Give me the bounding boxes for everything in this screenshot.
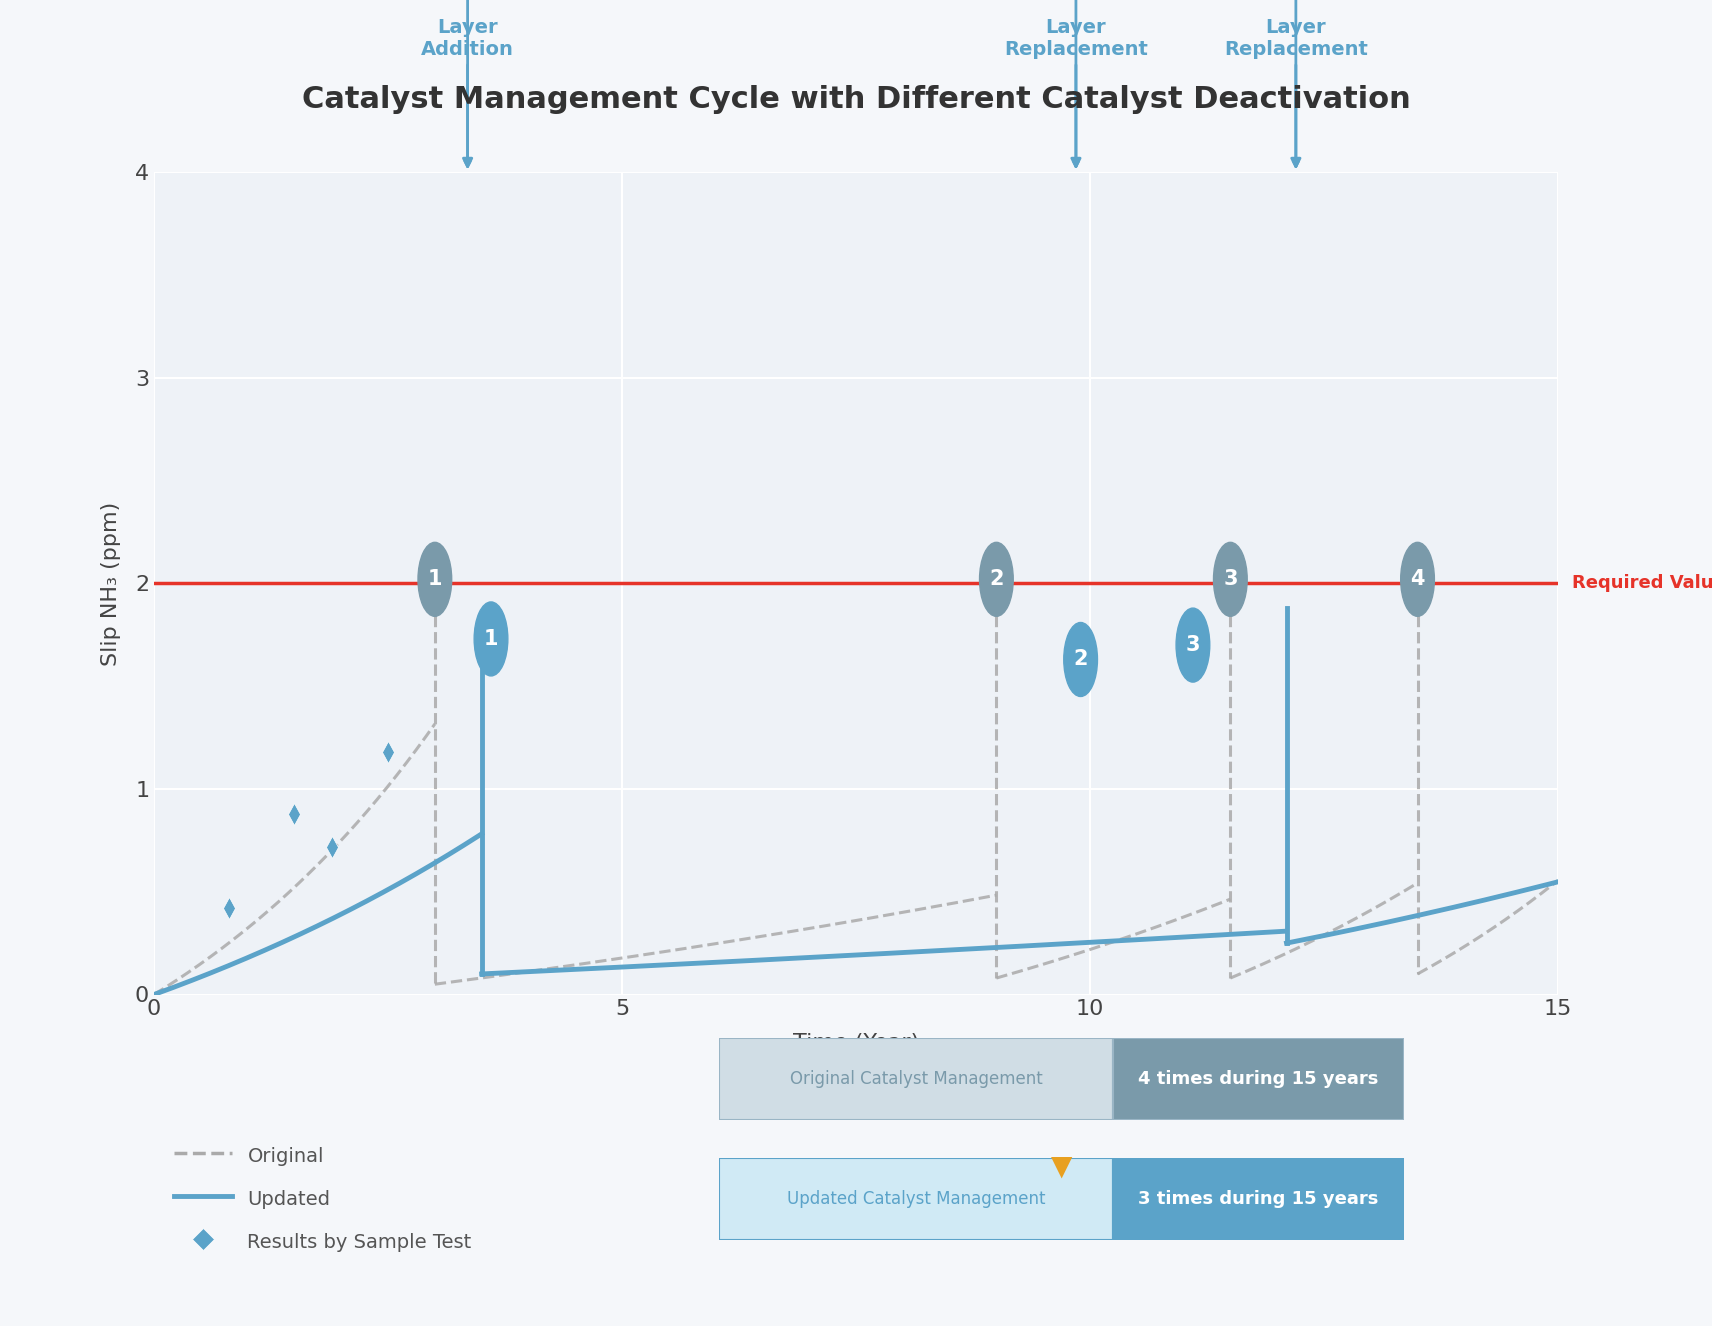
FancyBboxPatch shape <box>719 1158 1113 1240</box>
Circle shape <box>979 542 1014 617</box>
Circle shape <box>1400 542 1435 617</box>
Text: Layer
Replacement: Layer Replacement <box>1003 19 1147 167</box>
Circle shape <box>418 542 452 617</box>
Text: Required Value: Required Value <box>1572 574 1712 593</box>
Circle shape <box>1214 542 1248 617</box>
Circle shape <box>474 602 508 676</box>
Text: Original Catalyst Management: Original Catalyst Management <box>789 1070 1043 1089</box>
Text: Updated Catalyst Management: Updated Catalyst Management <box>788 1189 1044 1208</box>
FancyBboxPatch shape <box>1113 1158 1404 1240</box>
Text: Catalyst Management Cycle with Different Catalyst Deactivation: Catalyst Management Cycle with Different… <box>301 85 1411 114</box>
Y-axis label: Slip NH₃ (ppm): Slip NH₃ (ppm) <box>101 501 122 666</box>
FancyBboxPatch shape <box>719 1038 1113 1120</box>
Text: 3: 3 <box>1222 569 1238 589</box>
Legend: Original, Updated, Results by Sample Test: Original, Updated, Results by Sample Tes… <box>164 1134 481 1264</box>
Text: 3: 3 <box>1186 635 1200 655</box>
Text: 2: 2 <box>1073 650 1087 670</box>
Text: ▼: ▼ <box>1051 1152 1072 1181</box>
Circle shape <box>1176 609 1210 682</box>
FancyBboxPatch shape <box>1113 1038 1404 1120</box>
Text: 1: 1 <box>484 629 498 648</box>
Text: Layer
Addition: Layer Addition <box>421 19 514 167</box>
Text: 2: 2 <box>990 569 1003 589</box>
X-axis label: Time (Year): Time (Year) <box>793 1033 919 1053</box>
Text: Layer
Replacement: Layer Replacement <box>1224 19 1368 167</box>
Text: 1: 1 <box>428 569 442 589</box>
Text: 3 times during 15 years: 3 times during 15 years <box>1138 1189 1378 1208</box>
Circle shape <box>1063 622 1097 696</box>
Text: 4: 4 <box>1411 569 1424 589</box>
Text: 4 times during 15 years: 4 times during 15 years <box>1138 1070 1378 1089</box>
